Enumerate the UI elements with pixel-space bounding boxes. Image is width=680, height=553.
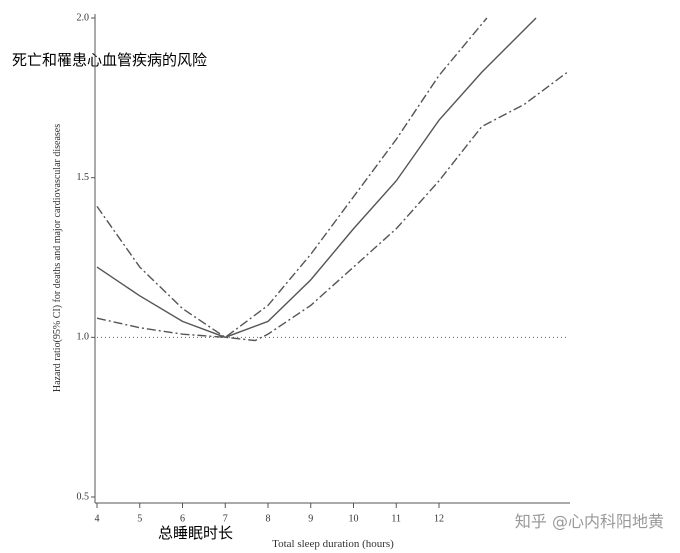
line-series bbox=[96, 71, 568, 342]
x-tick-label: 10 bbox=[349, 513, 359, 524]
x-tick-label: 11 bbox=[391, 513, 401, 524]
x-tick-label: 9 bbox=[308, 513, 313, 524]
x-tick-label: 5 bbox=[137, 513, 142, 524]
x-tick-label: 8 bbox=[266, 513, 271, 524]
y-tick-label: 1.0 bbox=[77, 332, 90, 343]
y-tick-label: 0.5 bbox=[77, 491, 90, 502]
x-tick-label: 12 bbox=[434, 513, 444, 524]
y-axis-label: Hazard ratio(95% CI) for deaths and majo… bbox=[52, 124, 63, 392]
y-tick-label: 2.0 bbox=[77, 12, 90, 23]
x-annotation: 总睡眠时长 bbox=[158, 524, 233, 542]
x-tick-label: 7 bbox=[223, 513, 228, 524]
x-tick-label: 4 bbox=[95, 513, 100, 524]
y-tick-label: 1.5 bbox=[77, 172, 90, 183]
x-tick-label: 6 bbox=[180, 513, 185, 524]
line-series bbox=[96, 17, 537, 339]
watermark: 知乎 @心内科阳地黄 bbox=[515, 512, 664, 531]
x-axis-label: Total sleep duration (hours) bbox=[272, 538, 394, 550]
line-series bbox=[96, 17, 488, 339]
chart-title: 死亡和罹患心血管疾病的风险 bbox=[12, 51, 207, 69]
